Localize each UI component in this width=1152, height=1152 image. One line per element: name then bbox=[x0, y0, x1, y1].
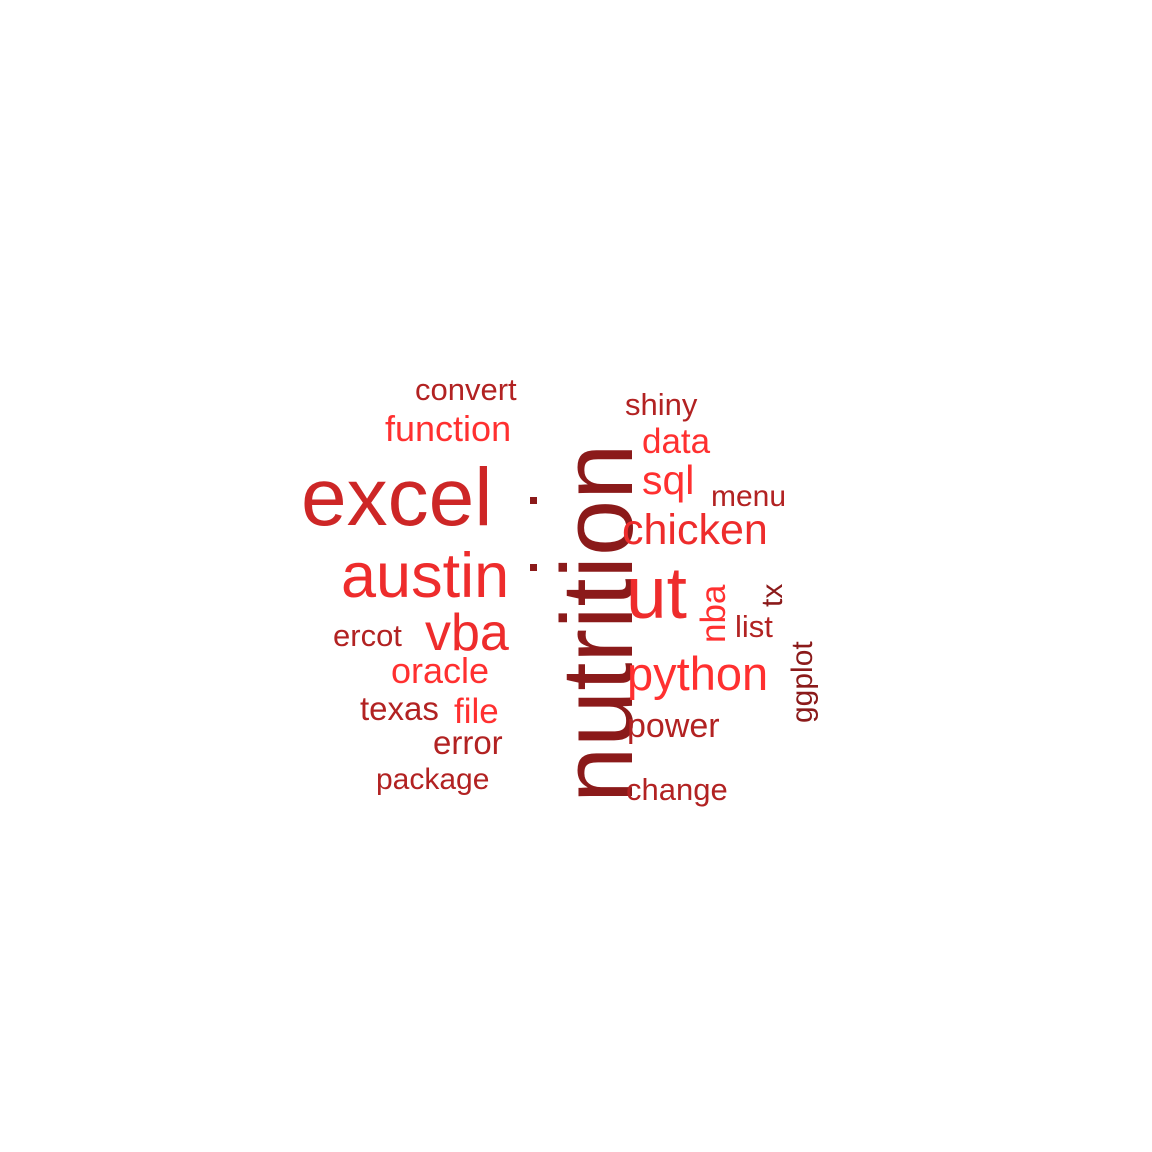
word-shiny: shiny bbox=[625, 387, 698, 422]
word-oracle: oracle bbox=[391, 650, 490, 691]
word-ercot: ercot bbox=[333, 618, 402, 653]
word-list: list bbox=[735, 609, 773, 644]
word-menu: menu bbox=[711, 480, 787, 513]
word-nba: nba bbox=[694, 584, 733, 643]
word-austin: austin bbox=[341, 541, 510, 611]
word-ut: ut bbox=[626, 553, 687, 634]
word-ggplot: ggplot bbox=[786, 641, 819, 723]
word-data: data bbox=[642, 422, 711, 461]
word-file: file bbox=[454, 692, 499, 731]
word-vba: vba bbox=[425, 604, 509, 662]
word-change: change bbox=[626, 772, 728, 807]
dot-decoration bbox=[530, 497, 537, 504]
word-tx: tx bbox=[756, 583, 789, 607]
word-error: error bbox=[433, 724, 503, 761]
word-python: python bbox=[627, 647, 769, 700]
word-power: power bbox=[627, 707, 720, 745]
word-convert: convert bbox=[415, 372, 517, 407]
word-excel: excel bbox=[301, 452, 493, 543]
word-sql: sql bbox=[642, 457, 695, 503]
word-function: function bbox=[385, 408, 512, 449]
word-chicken: chicken bbox=[622, 506, 768, 554]
dot-decoration bbox=[530, 564, 537, 571]
word-package: package bbox=[376, 763, 490, 796]
word-texas: texas bbox=[360, 690, 439, 727]
